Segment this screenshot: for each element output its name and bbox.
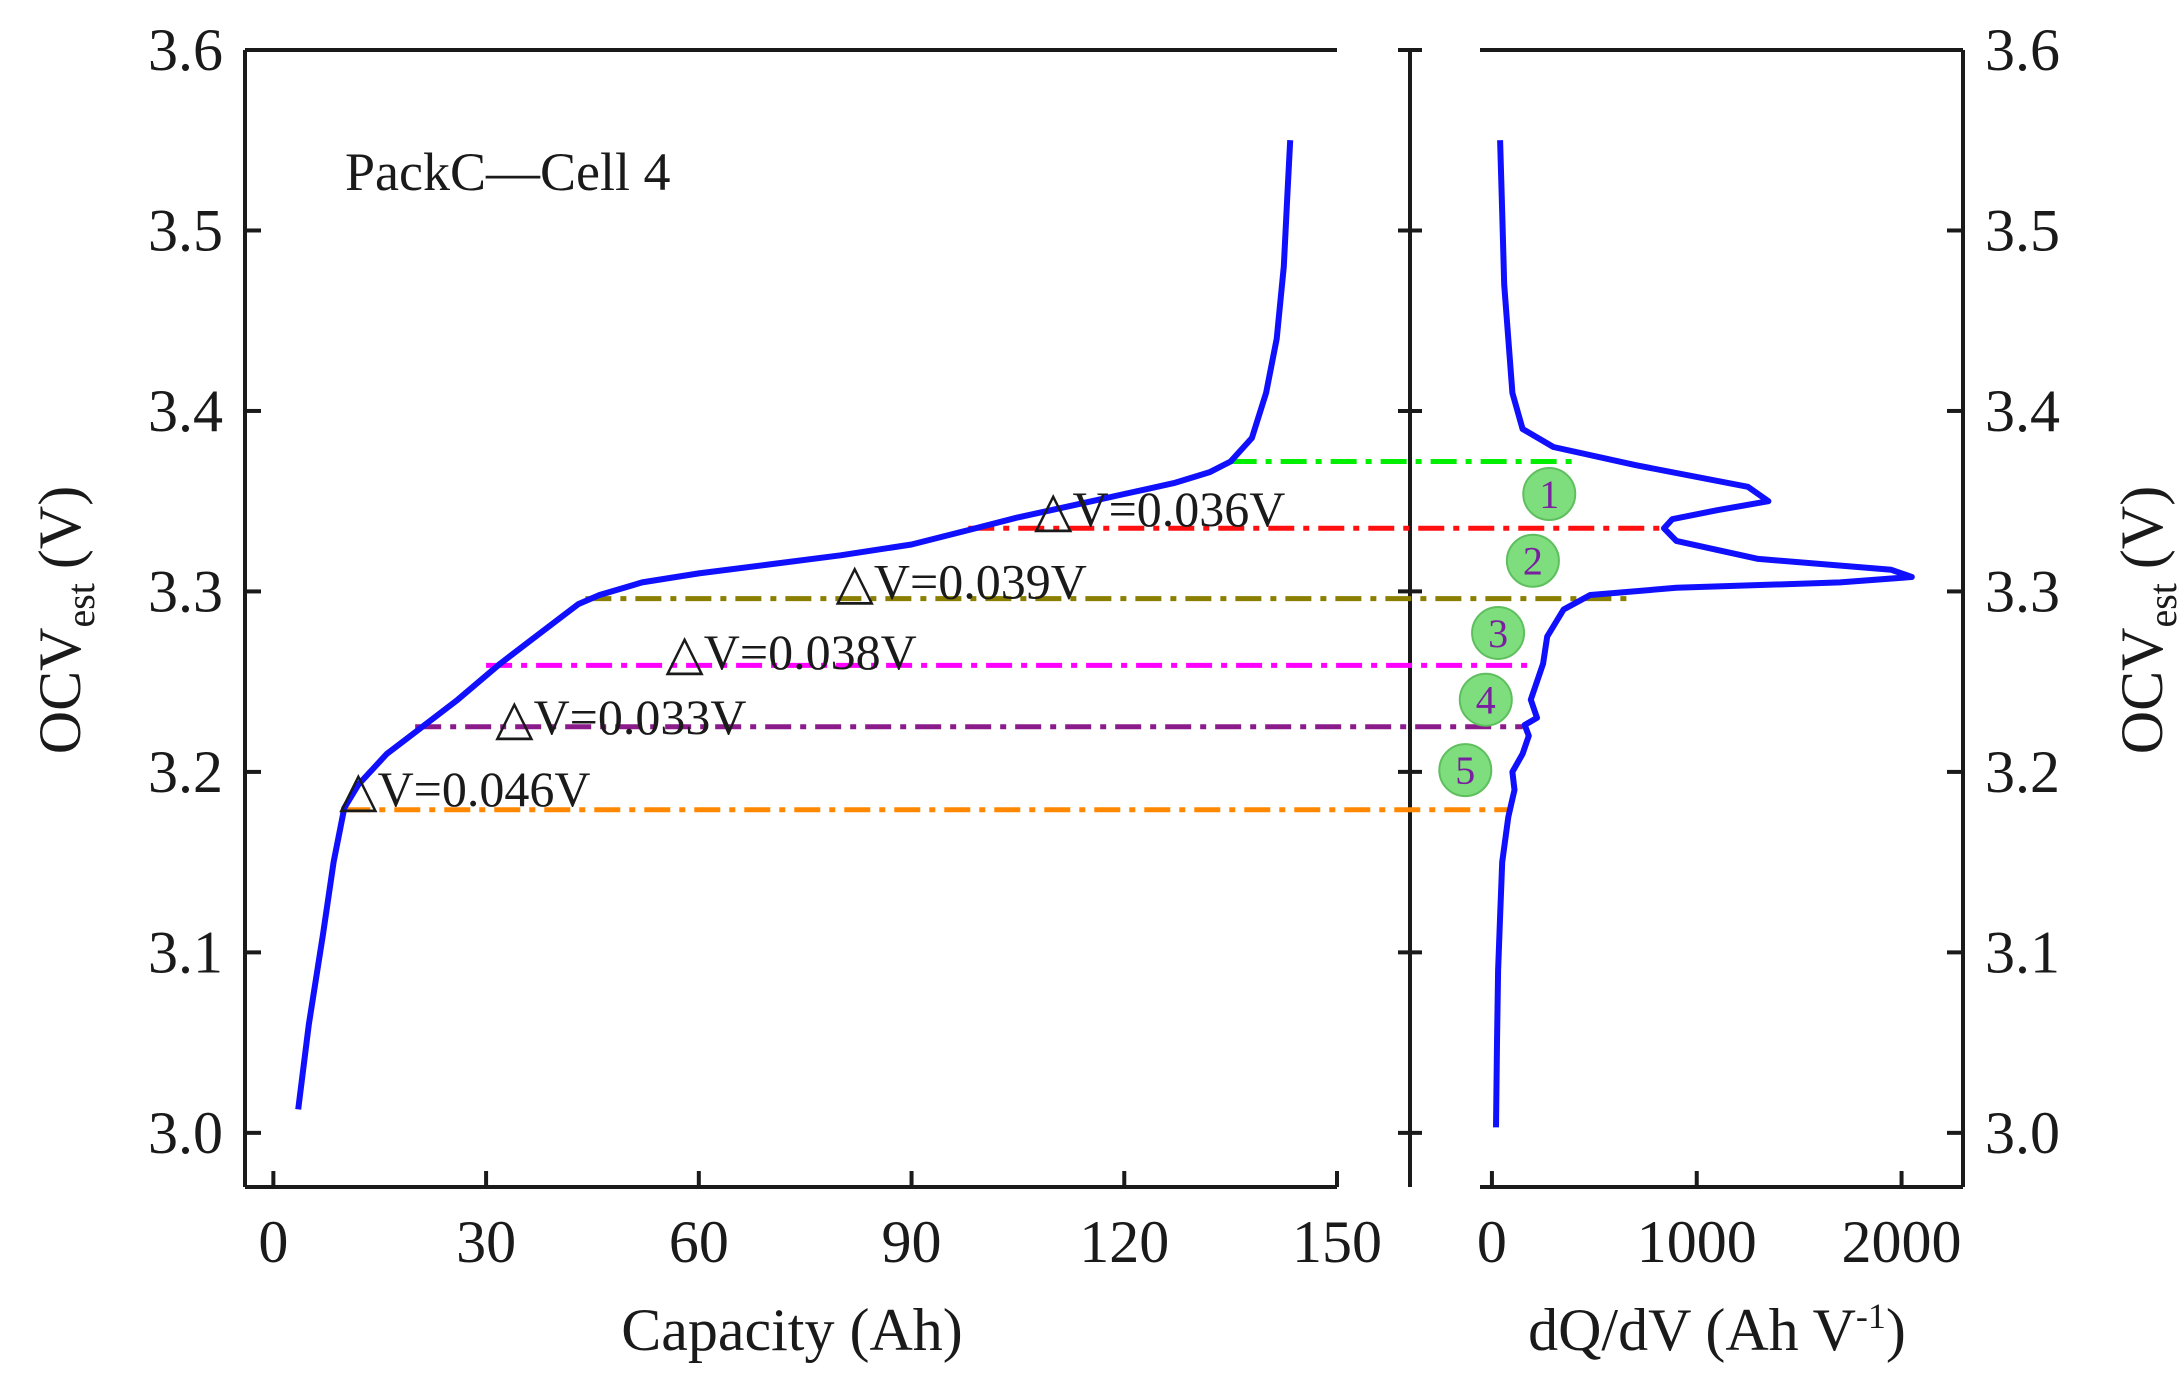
left-y-tick-label: 3.0 bbox=[148, 1100, 223, 1166]
right-x-tick-label: 1000 bbox=[1637, 1209, 1757, 1275]
left-x-tick-label: 120 bbox=[1079, 1209, 1169, 1275]
right-x-tick-label: 0 bbox=[1477, 1209, 1507, 1275]
right-y-tick-label: 3.5 bbox=[1985, 197, 2060, 263]
curves-group bbox=[295, 140, 1915, 1128]
right-x-tick-label: 2000 bbox=[1842, 1209, 1962, 1275]
left-x-tick-label: 150 bbox=[1292, 1209, 1382, 1275]
dqdv-curve bbox=[1493, 140, 1915, 1128]
right-y-tick-label: 3.1 bbox=[1985, 919, 2060, 985]
left-x-tick-label: 0 bbox=[258, 1209, 288, 1275]
left-ticks-group: 3.0 3.1 3.2 3.3 3.4 3.5 3.6 0 30 60 90 120 150 bbox=[148, 17, 1422, 1275]
pack-label: PackC—Cell 4 bbox=[345, 142, 670, 202]
peak-number-circle bbox=[1522, 466, 1577, 521]
delta-v-label: △V=0.036V bbox=[1034, 481, 1285, 537]
marker-lines-group bbox=[344, 458, 1667, 813]
left-y-axis-title: OCVest (V) bbox=[27, 486, 103, 754]
right-y-axis-title: OCVest (V) bbox=[2109, 486, 2181, 754]
right-x-axis-title: dQ/dV (Ah V-1) bbox=[1528, 1296, 1906, 1363]
peak-number-label: 4 bbox=[1476, 678, 1496, 723]
right-y-tick-label: 3.2 bbox=[1985, 739, 2060, 805]
right-y-tick-label: 3.0 bbox=[1985, 1100, 2060, 1166]
annotations-group: △V=0.036V △V=0.039V △V=0.038V △V=0.033V △V=0… bbox=[339, 466, 1577, 817]
right-y-title-main: OCV bbox=[2109, 628, 2175, 755]
left-x-axis-title: Capacity (Ah) bbox=[621, 1297, 963, 1363]
right-y-tick-label: 3.3 bbox=[1985, 558, 2060, 624]
left-y-tick-label: 3.3 bbox=[148, 558, 223, 624]
left-y-title-sub: est bbox=[58, 583, 103, 627]
left-y-title-unit: (V) bbox=[27, 486, 93, 569]
peak-number-circle bbox=[1505, 533, 1560, 588]
delta-v-label: △V=0.046V bbox=[339, 761, 590, 817]
left-y-tick-label: 3.2 bbox=[148, 739, 223, 805]
left-y-tick-label: 3.5 bbox=[148, 197, 223, 263]
right-x-title-sup: -1 bbox=[1856, 1296, 1886, 1336]
left-x-tick-label: 30 bbox=[456, 1209, 516, 1275]
right-y-tick-label: 3.4 bbox=[1985, 378, 2060, 444]
right-x-title-tail: ) bbox=[1886, 1297, 1906, 1363]
right-ticks-group: 3.0 3.1 3.2 3.3 3.4 3.5 3.6 0 1000 2000 bbox=[1477, 17, 2060, 1275]
right-y-title-unit: (V) bbox=[2109, 486, 2175, 569]
peak-number-label: 5 bbox=[1455, 748, 1475, 793]
left-x-tick-label: 90 bbox=[882, 1209, 942, 1275]
delta-v-label: △V=0.038V bbox=[665, 624, 916, 680]
peak-number-circle bbox=[1438, 743, 1493, 798]
peak-number-circle bbox=[1458, 672, 1513, 727]
left-y-tick-label: 3.4 bbox=[148, 378, 223, 444]
right-y-title-sub: est bbox=[2140, 583, 2181, 627]
delta-v-label: △V=0.039V bbox=[835, 553, 1086, 609]
right-x-title-main: dQ/dV (Ah V bbox=[1528, 1297, 1856, 1363]
left-y-title-main: OCV bbox=[27, 628, 93, 755]
left-x-tick-label: 60 bbox=[669, 1209, 729, 1275]
peak-number-label: 3 bbox=[1488, 611, 1508, 656]
peak-number-label: 2 bbox=[1523, 539, 1543, 584]
ocv-capacity-curve bbox=[295, 140, 1294, 1110]
peak-number-label: 1 bbox=[1539, 472, 1559, 517]
delta-v-label: △V=0.033V bbox=[495, 689, 746, 745]
peak-number-circle bbox=[1471, 605, 1526, 660]
left-y-tick-label: 3.1 bbox=[148, 919, 223, 985]
right-y-tick-label: 3.6 bbox=[1985, 17, 2060, 83]
left-y-tick-label: 3.6 bbox=[148, 17, 223, 83]
